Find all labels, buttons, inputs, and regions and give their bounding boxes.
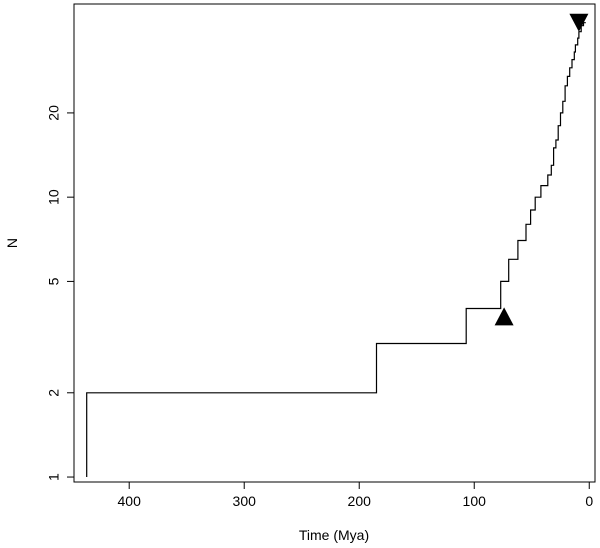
- x-tick-label: 100: [463, 493, 487, 509]
- markers: [494, 13, 589, 326]
- x-tick-label: 0: [585, 493, 593, 509]
- x-axis-title: Time (Mya): [299, 527, 369, 543]
- y-tick-label: 5: [46, 277, 62, 285]
- triangle-up-marker: [494, 307, 514, 326]
- y-tick-label: 1: [46, 473, 62, 481]
- y-tick-label: 2: [46, 389, 62, 397]
- triangle-down-marker: [569, 13, 589, 32]
- y-tick-label: 20: [46, 105, 62, 121]
- x-tick-label: 400: [118, 493, 142, 509]
- series-line: [86, 22, 586, 477]
- y-axis: 1 2 5 10 20: [46, 105, 74, 481]
- y-tick-label: 10: [46, 189, 62, 205]
- x-tick-label: 200: [348, 493, 372, 509]
- y-axis-title: N: [4, 238, 20, 248]
- x-axis: 400 300 200 100 0: [118, 482, 593, 509]
- x-tick-label: 300: [233, 493, 257, 509]
- plot-frame: [73, 3, 596, 483]
